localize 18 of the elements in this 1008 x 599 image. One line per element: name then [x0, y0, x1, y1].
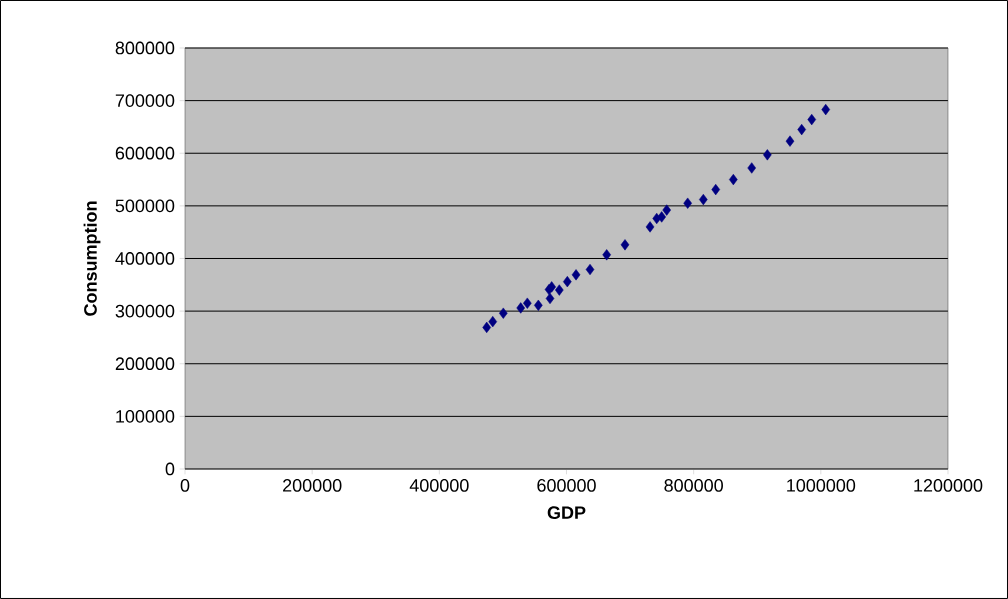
y-axis-title: Consumption	[83, 201, 101, 316]
y-tick-label: 0	[165, 462, 175, 476]
y-tick-label: 300000	[115, 304, 175, 318]
y-tick-label: 400000	[115, 252, 175, 265]
y-tick-label: 200000	[115, 357, 175, 371]
x-tick-label: 1000000	[787, 479, 856, 492]
x-tick-label: 0	[180, 479, 190, 492]
y-tick-label: 600000	[115, 146, 175, 160]
y-tick-label: 700000	[115, 94, 175, 107]
x-tick-label: 1200000	[914, 479, 983, 492]
y-tick-label: 800000	[115, 41, 175, 55]
y-tick-label: 500000	[115, 199, 175, 213]
y-tick-label: 100000	[116, 409, 175, 423]
x-tick-label: 800000	[664, 479, 723, 492]
x-tick-label: 400000	[409, 479, 469, 492]
x-tick-label: 200000	[283, 479, 342, 492]
x-tick-label: 600000	[537, 479, 596, 492]
x-axis-title: GDP	[547, 506, 586, 519]
